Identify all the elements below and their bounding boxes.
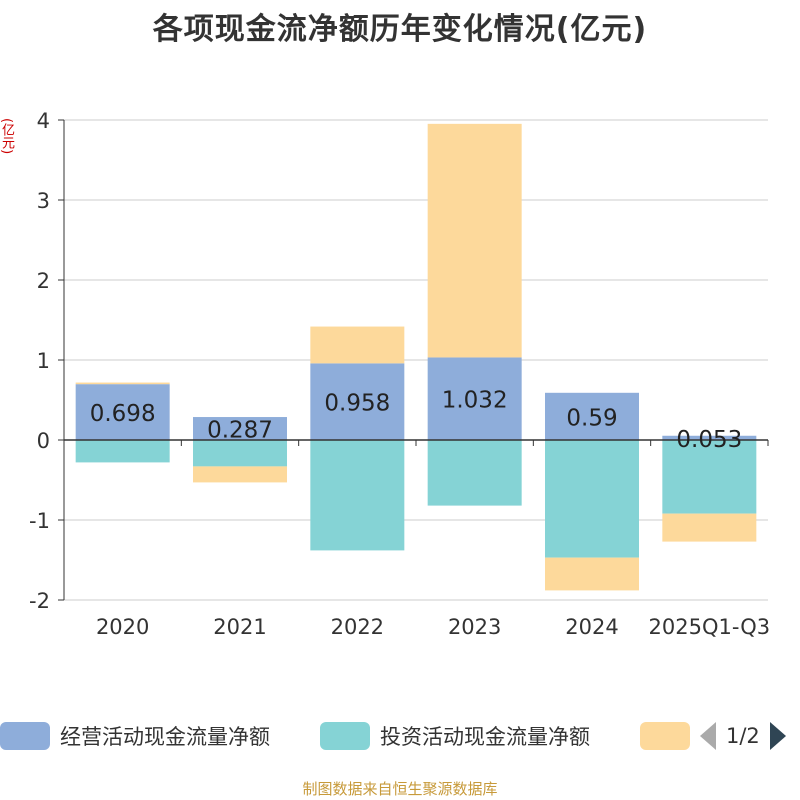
chart-title: 各项现金流净额历年变化情况(亿元) [152, 12, 648, 47]
data-source-note: 制图数据来自恒生聚源数据库 [302, 780, 498, 798]
legend-label-operating: 经营活动现金流量净额 [60, 725, 270, 749]
bar-segment-series-1 [310, 363, 405, 440]
bar-segment-series-2 [545, 440, 639, 558]
bar-segment-series-1 [193, 417, 287, 440]
bar-segment-series-3 [662, 513, 757, 542]
y-tick-label: 0 [37, 429, 50, 453]
bar-segment-series-3 [545, 557, 639, 591]
legend-label-investing: 投资活动现金流量净额 [380, 725, 590, 749]
data-label: 0.698 [90, 401, 156, 427]
legend-prev-page-icon[interactable] [700, 722, 716, 750]
bar-segment-series-1 [75, 384, 170, 440]
legend-pager: 1/2 [700, 720, 786, 752]
bar-segment-series-2 [310, 440, 405, 551]
x-tick-label: 2021 [213, 615, 266, 639]
x-tick-label: 2020 [96, 615, 149, 639]
bar-segment-series-2 [662, 440, 757, 514]
bar-segment-series-1 [662, 435, 757, 440]
legend: 经营活动现金流量净额 投资活动现金流量净额 1/2 [0, 716, 800, 756]
bar-segment-series-3 [75, 382, 170, 385]
bar-segment-series-1 [427, 357, 522, 440]
data-label: 1.032 [442, 388, 508, 414]
data-label: 0.287 [207, 418, 273, 444]
cash-flow-chart: -2 -1 0 1 2 3 4 0.698 0.287 0.958 1.032 0.59 0.053 20… [29, 109, 771, 639]
bar-segment-series-2 [193, 440, 287, 467]
bar-segment-series-2 [75, 440, 170, 463]
legend-next-page-icon[interactable] [769, 722, 786, 750]
x-tick-label: 2025Q1-Q3 [649, 615, 771, 639]
bar-segment-series-3 [427, 123, 522, 358]
x-tick-label: 2023 [448, 615, 501, 639]
y-tick-label: 4 [37, 109, 50, 133]
y-tick-label: 2 [37, 269, 50, 293]
y-tick-label: -1 [29, 509, 50, 533]
bar-segment-series-2 [427, 440, 522, 506]
legend-swatch-financing [640, 722, 690, 750]
data-label: 0.59 [566, 405, 617, 431]
y-tick-label: -2 [29, 589, 50, 613]
legend-item-operating[interactable]: 经营活动现金流量净额 [0, 720, 270, 752]
y-tick-label: 1 [37, 349, 50, 373]
legend-page-indicator: 1/2 [726, 724, 760, 748]
y-axis-unit: (亿元) [0, 118, 14, 155]
data-label: 0.958 [324, 391, 390, 417]
legend-item-financing[interactable] [640, 720, 690, 752]
legend-item-investing[interactable]: 投资活动现金流量净额 [320, 720, 590, 752]
x-tick-label: 2022 [331, 615, 384, 639]
y-tick-label: 3 [37, 189, 50, 213]
bar-segment-series-3 [193, 466, 287, 483]
bar-segment-series-3 [310, 326, 405, 364]
legend-swatch-investing [320, 722, 370, 750]
x-tick-label: 2024 [565, 615, 618, 639]
bar-segment-series-1 [545, 392, 639, 440]
legend-swatch-operating [0, 722, 50, 750]
data-label: 0.053 [676, 427, 742, 453]
